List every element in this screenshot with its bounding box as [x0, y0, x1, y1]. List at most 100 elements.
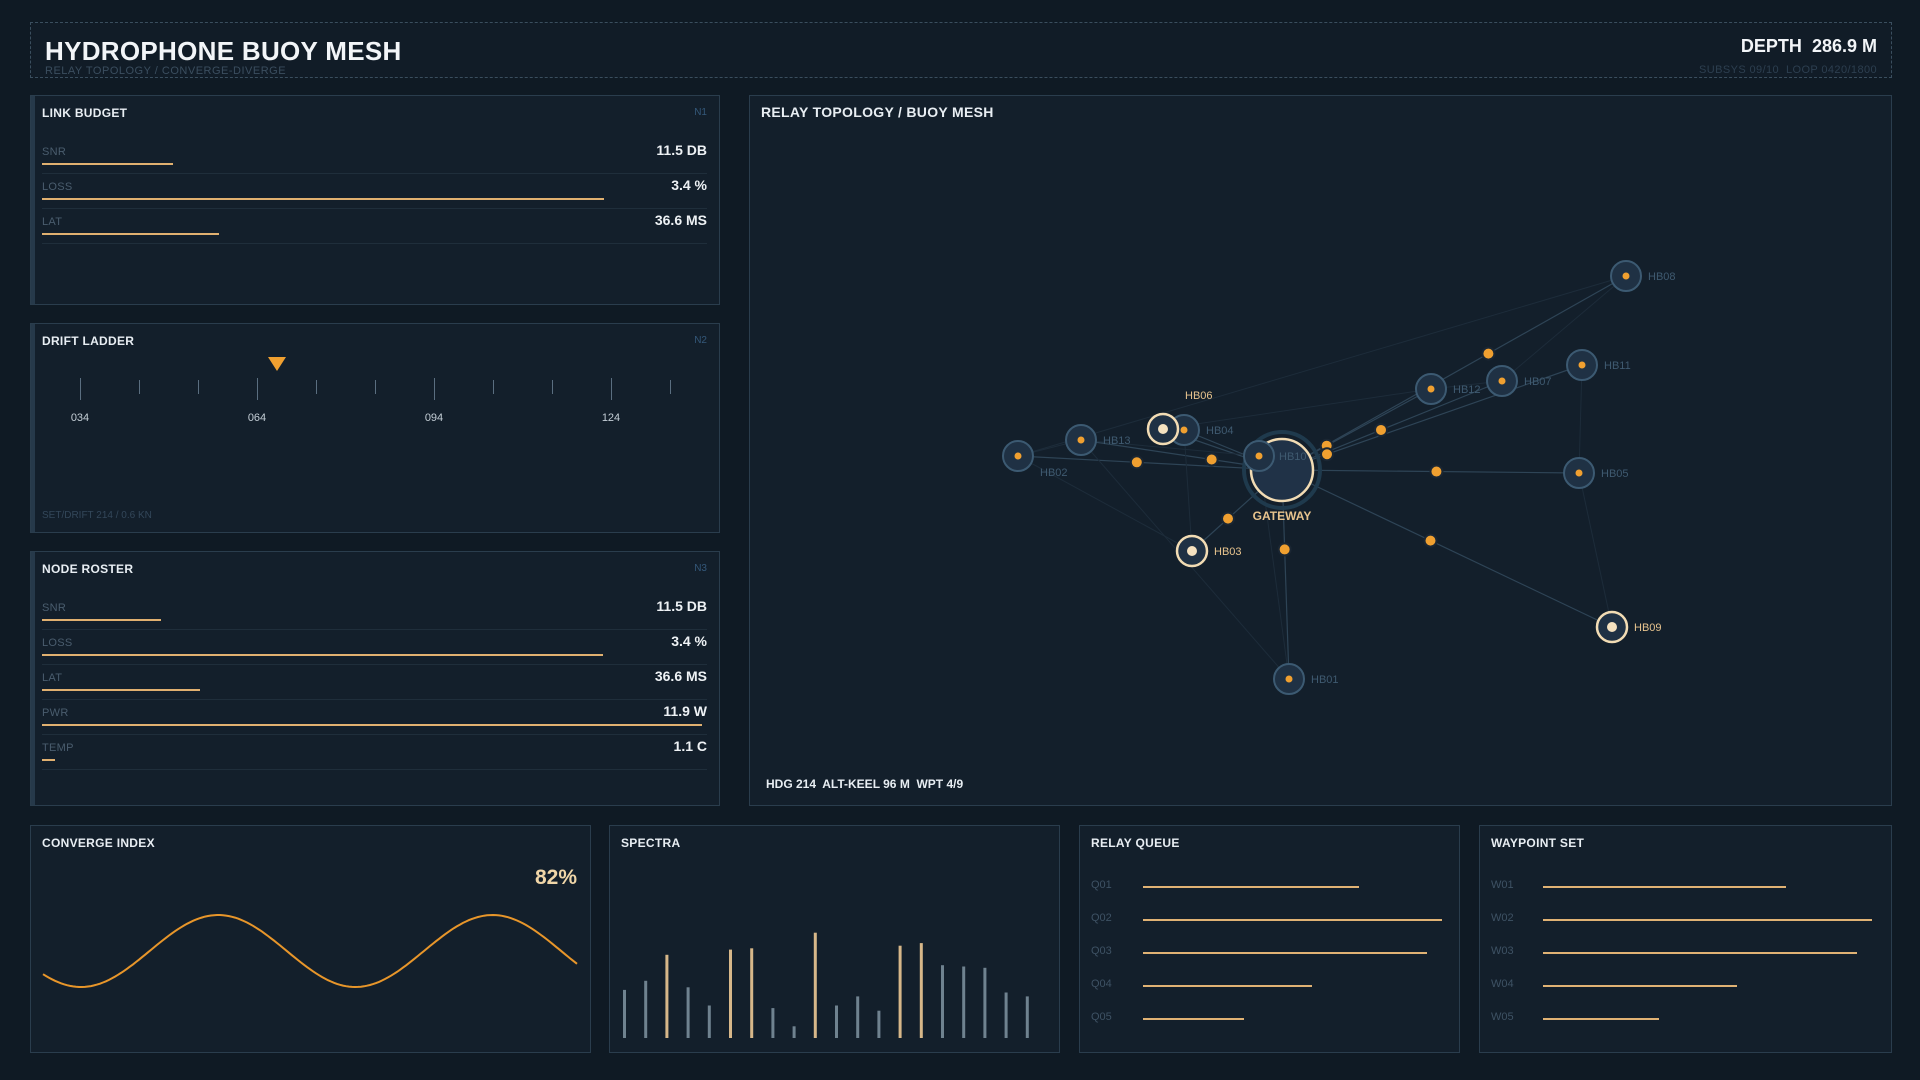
- spectra-bar: [856, 996, 860, 1038]
- depth-value: 286.9 M: [1811, 36, 1877, 56]
- spectra-bar: [750, 948, 754, 1038]
- spectra-bar: [983, 967, 987, 1038]
- spectra-bar: [941, 965, 944, 1038]
- queue-label: W01: [1491, 879, 1514, 891]
- mesh-link: [1017, 455, 1283, 471]
- panel-title: NODE ROSTER: [42, 562, 134, 576]
- minor-tick: [139, 380, 140, 394]
- queue-label: Q04: [1091, 978, 1112, 990]
- relay-packet-dot: [1277, 542, 1292, 557]
- row-divider: [42, 769, 707, 770]
- panel-title: WAYPOINT SET: [1491, 836, 1585, 850]
- relay-packet-dot: [1481, 346, 1496, 361]
- queue-label: W04: [1491, 978, 1514, 990]
- metric-level-bar: [42, 724, 702, 726]
- node-roster-panel: NODE ROSTER N3 SNR 11.5 DB LOSS 3.4 % LAT 36.…: [30, 551, 720, 806]
- queue-row: W01: [1491, 877, 1877, 897]
- metric-level-bar: [42, 759, 56, 761]
- queue-label: Q05: [1091, 1011, 1112, 1023]
- depth-readout: DEPTH 286.9 M: [1741, 36, 1877, 57]
- queue-row: W04: [1491, 976, 1877, 996]
- panel-title: RELAY TOPOLOGY / BUOY MESH: [761, 104, 994, 120]
- buoy-node-label: HB04: [1206, 425, 1234, 437]
- metric-label: PWR: [42, 707, 69, 719]
- buoy-node-label: HB13: [1103, 435, 1131, 447]
- buoy-node-core: [1498, 377, 1506, 385]
- queue-row: W02: [1491, 910, 1877, 930]
- drift-scale: 034 064 094 124: [31, 324, 721, 534]
- tick-label: 094: [424, 412, 444, 424]
- converge-wave: [42, 913, 578, 989]
- minor-tick: [198, 380, 199, 394]
- converge-index-panel: CONVERGE INDEX 82%: [30, 825, 591, 1053]
- relay-queue-panel: RELAY QUEUE Q01 Q02 Q03 Q04 Q05: [1079, 825, 1460, 1053]
- metric-value: 11.9 W: [663, 703, 707, 719]
- relay-packet-dot: [1204, 452, 1219, 467]
- queue-label: W05: [1491, 1011, 1514, 1023]
- metric-row: SNR 11.5 DB: [42, 140, 707, 174]
- metric-label: LAT: [42, 216, 63, 228]
- spectra-bar: [792, 1026, 796, 1038]
- panel-tag: N1: [694, 107, 707, 118]
- buoy-node-core: [1622, 272, 1630, 280]
- drift-marker[interactable]: [267, 357, 286, 371]
- tick-label: 034: [70, 412, 90, 424]
- relay-packet-dot: [1429, 464, 1444, 479]
- queue-level-bar: [1143, 886, 1359, 888]
- row-divider: [42, 173, 707, 174]
- minor-tick: [552, 380, 553, 394]
- mesh-link: [1162, 388, 1432, 430]
- buoy-node-label: HB02: [1040, 467, 1068, 479]
- queue-level-bar: [1543, 985, 1738, 987]
- metric-value: 36.6 MS: [654, 212, 707, 228]
- queue-label: Q03: [1091, 945, 1112, 957]
- metric-label: LOSS: [42, 181, 73, 193]
- converge-value: 82%: [534, 866, 577, 889]
- waypoint-set-panel: WAYPOINT SET W01 W02 W03 W04 W05: [1479, 825, 1892, 1053]
- buoy-node-core: [1427, 385, 1435, 393]
- relay-packet-dot: [1221, 511, 1235, 526]
- panel-title: SPECTRA: [621, 836, 681, 850]
- spectra-panel: SPECTRA: [609, 825, 1060, 1053]
- panel-title: LINK BUDGET: [42, 106, 128, 120]
- mesh-link: [1183, 429, 1193, 552]
- metric-level-bar: [42, 619, 161, 621]
- minor-tick: [316, 380, 317, 394]
- drift-footer: SET/DRIFT 214 / 0.6 KN: [42, 510, 152, 521]
- buoy-node-core: [1607, 622, 1617, 632]
- queue-level-bar: [1543, 952, 1858, 954]
- queue-level-bar: [1143, 1018, 1244, 1020]
- gateway-label: GATEWAY: [1253, 509, 1312, 523]
- spectra-bar: [962, 966, 966, 1038]
- buoy-node-label: HB03: [1214, 546, 1242, 558]
- spectra-bar: [771, 1008, 775, 1038]
- buoy-node-core: [1187, 546, 1197, 556]
- queue-row: W05: [1491, 1009, 1877, 1029]
- tick-label: 124: [601, 412, 621, 424]
- spectra-bar: [1004, 992, 1008, 1038]
- buoy-node-label: HB10: [1279, 451, 1307, 463]
- queue-row: W03: [1491, 943, 1877, 963]
- buoy-node-label: HB08: [1648, 271, 1676, 283]
- spectra-bar: [877, 1010, 881, 1038]
- spectra-chart: [623, 932, 1029, 1038]
- header-bar: HYDROPHONE BUOY MESH RELAY TOPOLOGY / CO…: [30, 22, 1892, 78]
- spectra-bar: [707, 1005, 711, 1038]
- converge-wave-line: [42, 913, 578, 989]
- gateway-halo: [1242, 430, 1322, 510]
- buoy-node-core: [1180, 426, 1188, 434]
- queue-label: W02: [1491, 912, 1514, 924]
- metric-label: SNR: [42, 146, 67, 158]
- relay-packet-dot: [1320, 447, 1334, 462]
- panel-title: CONVERGE INDEX: [42, 836, 155, 850]
- mesh-link: [1017, 455, 1193, 552]
- panel-tag: N3: [694, 563, 707, 574]
- metric-value: 11.5 DB: [656, 598, 707, 614]
- queue-row: Q04: [1091, 976, 1445, 996]
- app-title: HYDROPHONE BUOY MESH: [45, 36, 402, 66]
- panel-accent-bar: [31, 96, 35, 304]
- buoy-node-core: [1285, 675, 1293, 683]
- mesh-link: [1578, 472, 1613, 628]
- mesh-link: [1281, 275, 1627, 471]
- panel-accent-bar: [31, 324, 35, 532]
